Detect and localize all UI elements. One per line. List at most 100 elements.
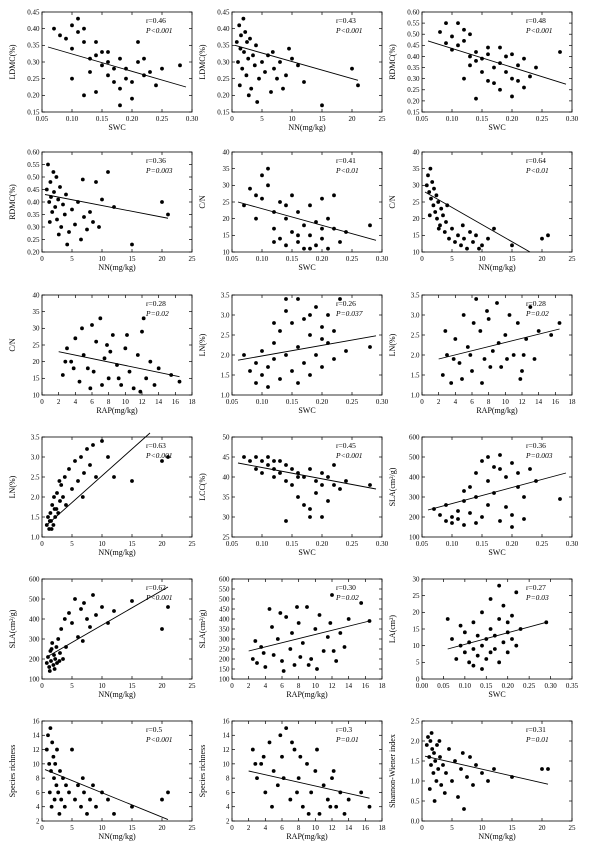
y-tick-label: 0.20 [27,92,40,100]
x-tick-label: 0 [40,398,44,406]
data-point [254,455,258,459]
data-point [309,790,314,795]
data-point [260,471,264,475]
data-point [160,627,164,631]
data-point [338,487,342,491]
regression-line [248,620,370,652]
data-point [58,499,62,503]
y-tick-label: 0.35 [27,42,40,50]
data-point [244,73,249,78]
data-point [292,663,297,667]
data-point [270,804,274,809]
x-tick-label: 0.10 [459,682,472,690]
annotation-r: r=0.28 [526,299,546,308]
data-point [451,357,456,361]
data-point [254,193,258,198]
annotation-r: r=0.62 [146,583,166,592]
data-point [315,667,319,671]
data-point [106,50,110,54]
data-point [94,90,98,94]
data-point [320,103,324,108]
data-point [242,50,246,54]
data-point [70,76,74,81]
data-point [510,76,514,81]
annotation-r: r=0.63 [146,441,166,450]
y-tick-label: 16 [223,717,231,725]
data-point [450,34,454,39]
plot-frame [421,151,573,253]
data-point [461,313,466,317]
data-point [432,186,436,191]
x-axis-label: NN(mg/kg) [478,832,516,841]
data-point [434,193,439,198]
data-point [332,357,336,361]
y-tick-label: 0.30 [407,75,420,83]
plot-frame [41,720,193,822]
data-point [300,804,305,809]
data-point [431,203,436,208]
data-point [290,193,294,198]
x-tick-label: 15 [129,255,137,263]
data-point [427,190,432,194]
x-tick-label: 0.00 [416,682,429,690]
data-point [534,65,538,70]
data-point [462,650,467,655]
data-point [498,87,502,92]
y-axis-label: SLA(cm²/g) [8,609,17,648]
data-point [475,633,480,638]
x-tick-label: 20 [539,824,547,832]
data-point [51,754,56,759]
data-point [514,643,519,648]
data-point [456,233,460,238]
x-tick-label: 8 [107,398,111,406]
data-point [91,783,95,788]
y-tick-label: 10 [413,642,421,650]
data-point [62,212,67,217]
data-point [106,797,110,802]
y-tick-label: 0.15 [217,108,230,116]
y-tick-label: 3.5 [411,291,420,299]
y-tick-label: 400 [219,615,230,623]
data-point [110,333,115,337]
data-point [302,361,306,365]
data-point [332,483,336,487]
data-point [435,216,439,221]
x-tick-label: 0.15 [286,540,299,548]
y-tick-label: 6 [36,789,40,797]
data-point [460,751,465,755]
data-point [514,590,519,595]
annotation-p: P<0.001 [145,593,173,602]
data-point [57,659,62,663]
x-tick-label: 20 [159,540,167,548]
data-point [47,761,52,766]
regression-line [234,44,359,81]
data-point [255,776,259,781]
x-tick-label: 4 [454,398,458,406]
data-point [272,66,276,71]
regression-line [427,472,567,511]
data-point [236,60,240,64]
data-point [320,365,324,369]
data-point [515,321,520,325]
data-point [70,207,74,212]
x-tick-label: 4 [264,682,268,690]
y-tick-label: 1.0 [411,391,420,399]
plot-frame [231,436,383,538]
data-point [549,333,554,337]
data-point [108,349,113,354]
data-point [290,483,294,487]
y-axis-label: LDMC(%) [8,44,17,79]
data-point [296,63,300,68]
y-tick-label: 0.15 [27,108,40,116]
data-point [255,661,259,665]
y-tick-label: 2.5 [221,331,230,339]
data-point [127,369,132,374]
y-tick-label: 30 [33,325,41,333]
data-point [94,40,98,44]
y-tick-label: 0.20 [27,248,40,256]
data-point [468,63,472,68]
data-point [118,86,122,91]
y-tick-label: 600 [409,433,420,441]
data-point [70,487,74,491]
data-point [55,217,59,222]
